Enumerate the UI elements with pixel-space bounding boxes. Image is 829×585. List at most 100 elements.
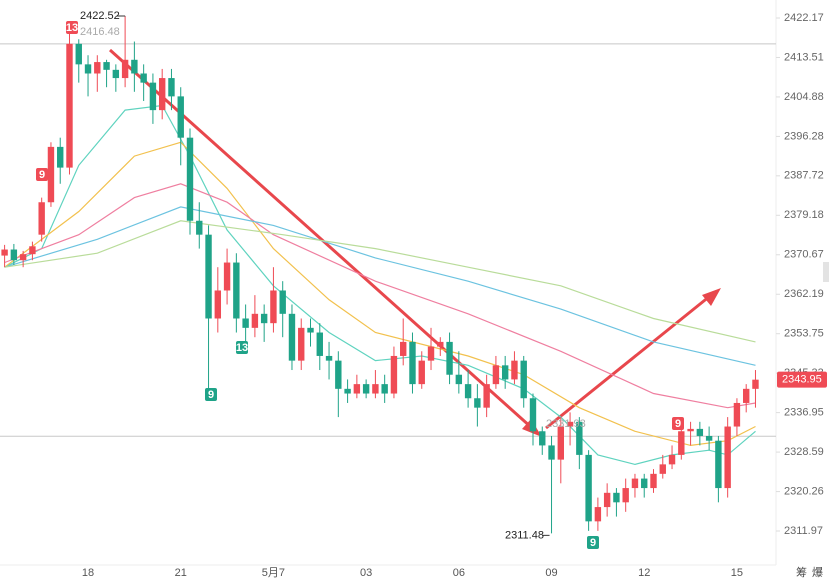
y-tick-label: 2362.19 bbox=[784, 288, 824, 300]
candle-body bbox=[214, 290, 222, 319]
candle-body bbox=[251, 313, 259, 328]
candle-body bbox=[335, 360, 342, 389]
candle-body bbox=[603, 492, 611, 508]
candle-body bbox=[474, 398, 481, 408]
candle-body bbox=[149, 82, 157, 111]
candle-body bbox=[455, 374, 463, 385]
marker-text: 13 bbox=[236, 342, 248, 354]
ma-lines bbox=[4, 104, 756, 466]
marker-badge bbox=[236, 341, 248, 354]
y-tick-label: 2320.26 bbox=[784, 485, 824, 497]
x-tick-label: 15 bbox=[731, 567, 743, 579]
candle-body bbox=[622, 488, 629, 503]
candle-body bbox=[279, 290, 286, 314]
marker-text: 9 bbox=[39, 169, 45, 181]
candle-body bbox=[594, 507, 602, 522]
candle-body bbox=[223, 262, 231, 291]
candle-body bbox=[696, 428, 704, 436]
marker-text: 9 bbox=[208, 389, 214, 401]
candle-body bbox=[158, 78, 166, 111]
candle-body bbox=[186, 137, 194, 221]
candle-body bbox=[353, 384, 361, 394]
candle-body bbox=[427, 346, 435, 361]
candle-body bbox=[501, 365, 509, 380]
candle-body bbox=[446, 341, 453, 375]
marker-badge bbox=[672, 417, 684, 430]
candle-body bbox=[548, 445, 555, 460]
candle-body bbox=[131, 59, 138, 74]
candles bbox=[1, 16, 759, 534]
candle-body bbox=[112, 69, 120, 79]
candle-body bbox=[511, 360, 518, 380]
candle-body bbox=[418, 360, 425, 385]
marker-badge bbox=[587, 536, 599, 549]
candle-body bbox=[752, 379, 759, 389]
x-tick-label: 21 bbox=[175, 567, 187, 579]
candle-body bbox=[437, 341, 444, 347]
candle-body bbox=[10, 249, 18, 261]
last-price-tag bbox=[777, 371, 827, 388]
candle-body bbox=[103, 62, 110, 70]
candle-body bbox=[464, 384, 472, 399]
candle-body bbox=[705, 435, 713, 441]
candle-body bbox=[492, 365, 500, 385]
x-tick-label: 12 bbox=[638, 567, 650, 579]
candle-body bbox=[19, 254, 27, 261]
candle-body bbox=[372, 384, 379, 394]
y-tick-label: 2396.28 bbox=[784, 130, 824, 142]
y-tick-label: 2370.67 bbox=[784, 249, 824, 261]
marker-badge bbox=[36, 168, 48, 181]
candle-body bbox=[659, 464, 666, 474]
x-tick-label: 18 bbox=[82, 567, 94, 579]
candle-body bbox=[566, 421, 574, 427]
candle-body bbox=[381, 384, 388, 394]
corner-icon[interactable]: 筹 bbox=[796, 565, 807, 579]
arrow-line bbox=[108, 48, 534, 430]
candle-body bbox=[585, 454, 592, 522]
candle-body bbox=[168, 78, 175, 97]
candle-body bbox=[409, 341, 416, 385]
candle-body bbox=[641, 478, 648, 489]
candle-body bbox=[57, 146, 64, 168]
candle-body bbox=[270, 290, 277, 324]
y-tick-label: 2328.59 bbox=[784, 446, 824, 458]
candle-body bbox=[362, 384, 370, 394]
candle-body bbox=[557, 426, 564, 460]
candle-body bbox=[613, 492, 620, 503]
ma-line bbox=[4, 104, 756, 466]
x-tick-label: 03 bbox=[360, 567, 372, 579]
low-label: 2311.48 bbox=[505, 529, 544, 541]
candle-body bbox=[483, 384, 490, 408]
price-line-label: 2416.48 bbox=[80, 26, 120, 38]
price-line-label: 2331.93 bbox=[546, 418, 586, 430]
candle-body bbox=[288, 313, 296, 361]
candle-body bbox=[38, 202, 45, 235]
ma-line bbox=[4, 220, 756, 343]
candle-body bbox=[687, 428, 694, 432]
candle-body bbox=[576, 421, 583, 455]
candle-body bbox=[94, 62, 101, 74]
x-tick-label: 09 bbox=[545, 567, 557, 579]
ma-line bbox=[4, 183, 756, 409]
candle-body bbox=[520, 360, 527, 399]
candle-body bbox=[140, 73, 147, 83]
candle-body bbox=[121, 59, 129, 79]
arrow-head bbox=[702, 288, 721, 306]
arrow-line bbox=[545, 294, 711, 430]
candle-body bbox=[325, 355, 333, 361]
candle-body bbox=[650, 473, 657, 489]
candle-body bbox=[390, 355, 398, 394]
y-tick-label: 2353.75 bbox=[784, 328, 824, 340]
y-tick-label: 2404.88 bbox=[784, 91, 824, 103]
side-tab[interactable] bbox=[823, 262, 829, 282]
candle-body bbox=[307, 327, 314, 333]
marker-badge bbox=[205, 388, 217, 401]
corner-icon[interactable]: 爆 bbox=[812, 565, 823, 579]
candle-body bbox=[177, 96, 184, 138]
candle-body bbox=[668, 454, 676, 465]
candle-body bbox=[1, 249, 8, 256]
candle-body bbox=[66, 43, 73, 168]
y-tick-label: 2422.17 bbox=[784, 12, 824, 24]
marker-text: 9 bbox=[590, 537, 596, 549]
y-tick-label: 2336.95 bbox=[784, 407, 824, 419]
